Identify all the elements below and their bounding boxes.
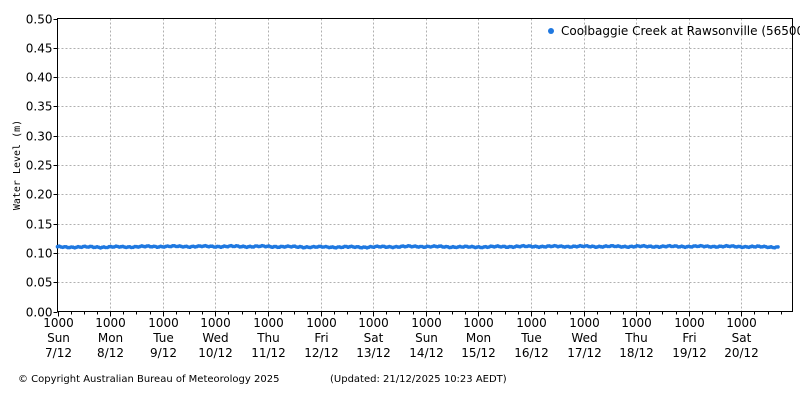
x-tick-label: 1000 [253,316,284,330]
x-tick-label: 9/12 [150,346,177,360]
x-tick-label: 1000 [358,316,389,330]
x-tick-label: 10/12 [198,346,233,360]
water-level-chart: 0.00 0.05 0.10 0.15 0.20 0.25 0.30 0.35 0.40 0.45… [12,13,800,361]
x-tick-label: 1000 [569,316,600,330]
updated-timestamp: (Updated: 21/12/2025 10:23 AEDT) [330,374,507,385]
x-tick-label: 19/12 [672,346,707,360]
x-tick-label: 1000 [621,316,652,330]
copyright-text: © Copyright Australian Bureau of Meteoro… [18,374,280,385]
x-tick-label: 14/12 [409,346,444,360]
x-tick-label: 1000 [726,316,757,330]
x-tick-label: 18/12 [619,346,654,360]
x-tick-label: 20/12 [724,346,759,360]
y-tick-label: 0.10 [26,247,53,261]
x-tick-label: 7/12 [45,346,72,360]
x-tick-label: 1000 [200,316,231,330]
x-axis: 1000Sun7/121000Mon8/121000Tue9/121000Wed… [43,311,782,360]
x-tick-label: 1000 [43,316,74,330]
x-tick-label: Sat [732,331,752,345]
x-tick-label: 1000 [516,316,547,330]
x-tick-label: 15/12 [461,346,496,360]
data-point [776,245,780,249]
y-tick-label: 0.00 [26,306,53,320]
x-tick-label: 1000 [463,316,494,330]
y-tick-label: 0.25 [26,159,53,173]
x-tick-label: Fri [682,331,696,345]
x-tick-label: Wed [202,331,228,345]
x-tick-label: Sun [415,331,438,345]
x-tick-label: Mon [466,331,491,345]
y-tick-label: 0.45 [26,42,53,56]
x-tick-label: Thu [624,331,648,345]
y-tick-label: 0.05 [26,276,53,290]
x-tick-label: 13/12 [356,346,391,360]
grid-lines [57,18,793,312]
y-axis: 0.00 0.05 0.10 0.15 0.20 0.25 0.30 0.35 0.40 0.45… [26,13,58,320]
x-tick-label: 1000 [148,316,179,330]
legend: Coolbaggie Creek at Rawsonville (565009) [548,24,800,38]
x-tick-label: 1000 [411,316,442,330]
y-tick-label: 0.20 [26,188,53,202]
x-tick-label: 12/12 [304,346,339,360]
x-tick-label: Fri [314,331,328,345]
y-axis-label: Water Level (m) [12,120,23,210]
x-tick-label: Sat [364,331,384,345]
x-tick-label: 11/12 [251,346,286,360]
x-tick-label: Thu [256,331,280,345]
y-tick-label: 0.50 [26,13,53,27]
y-tick-label: 0.35 [26,100,53,114]
x-tick-label: Mon [98,331,123,345]
legend-marker [548,28,554,34]
legend-label: Coolbaggie Creek at Rawsonville (565009) [561,24,800,38]
x-tick-label: 1000 [95,316,126,330]
x-tick-label: Tue [152,331,174,345]
x-tick-label: 1000 [674,316,705,330]
y-tick-label: 0.30 [26,130,53,144]
series-coolbaggie-creek [55,243,780,250]
y-tick-label: 0.15 [26,218,53,232]
x-tick-label: 8/12 [97,346,124,360]
x-tick-label: 16/12 [514,346,549,360]
x-tick-label: Sun [47,331,70,345]
x-tick-label: Tue [520,331,542,345]
x-tick-label: 17/12 [567,346,602,360]
x-tick-label: 1000 [306,316,337,330]
x-tick-label: Wed [571,331,597,345]
y-tick-label: 0.40 [26,71,53,85]
